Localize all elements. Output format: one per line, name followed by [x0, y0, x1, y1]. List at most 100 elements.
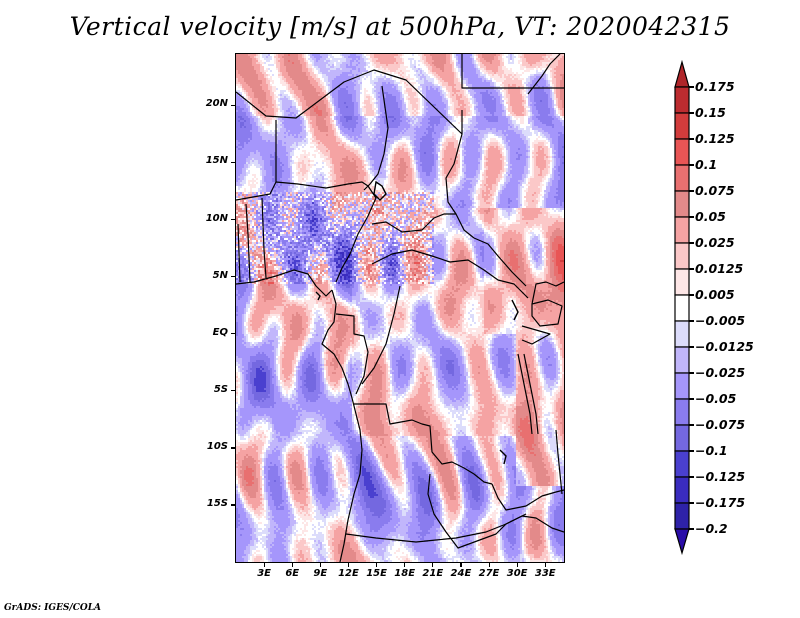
- x-tick-label: 33E: [534, 568, 556, 579]
- colorbar-level-label: 0.005: [695, 287, 735, 302]
- x-tick-label: 3E: [257, 568, 271, 579]
- x-tick-label: 15E: [366, 568, 387, 579]
- border-angola-zambia: [427, 473, 527, 549]
- x-tick-label: 30E: [506, 568, 528, 579]
- colorbar-tick: [689, 190, 694, 192]
- x-tick: [516, 562, 518, 567]
- border-car-drc: [371, 249, 529, 299]
- colorbar-level-label: 0.175: [695, 79, 735, 94]
- colorbar-box: [674, 294, 690, 322]
- colorbar-tick: [689, 294, 694, 296]
- border-congo-drc: [361, 285, 401, 385]
- x-tick-label: 18E: [394, 568, 416, 579]
- x-tick-label: 9E: [313, 568, 328, 579]
- y-tick: [231, 447, 236, 449]
- colorbar-tick: [689, 398, 694, 400]
- colorbar-extend-min: [674, 528, 690, 556]
- x-tick: [432, 562, 434, 567]
- border-mali-niger: [236, 120, 277, 201]
- x-tick: [404, 562, 406, 567]
- y-tick: [231, 219, 236, 221]
- colorbar-tick: [689, 112, 694, 114]
- x-tick: [460, 562, 462, 567]
- colorbar-level-label: −0.05: [695, 391, 737, 406]
- x-tick-label: 24E: [450, 568, 472, 579]
- border-rwanda-burundi: [521, 325, 551, 345]
- nile-ne: [527, 54, 561, 95]
- colorbar-tick: [689, 502, 694, 504]
- bioko-island: [315, 291, 321, 301]
- colorbar-extend-max: [674, 60, 690, 88]
- colorbar-tick: [689, 242, 694, 244]
- y-tick: [231, 161, 236, 164]
- border-angola-namibia: [345, 533, 467, 543]
- colorbar-tick: [689, 216, 694, 218]
- x-tick: [291, 562, 293, 567]
- colorbar-box: [674, 242, 690, 270]
- colorbar-level-label: −0.025: [695, 365, 746, 380]
- y-tick-label: 5N: [212, 269, 228, 281]
- colorbar-tick: [689, 372, 694, 374]
- colorbar-box: [674, 268, 690, 296]
- y-tick: [231, 333, 236, 335]
- y-tick-label: 10S: [206, 440, 228, 452]
- map-plot-area: [236, 54, 564, 562]
- colorbar-level-label: 0.05: [695, 209, 726, 224]
- coastline-west-africa: [236, 269, 333, 297]
- country-borders: [236, 54, 564, 562]
- colorbar-level-label: −0.005: [695, 313, 746, 328]
- lake-malawi: [555, 429, 563, 495]
- colorbar-tick: [689, 450, 694, 452]
- colorbar-level-label: −0.075: [695, 417, 746, 432]
- colorbar-box: [674, 190, 690, 218]
- colorbar-tick: [689, 138, 694, 140]
- x-tick-label: 27E: [478, 568, 500, 579]
- colorbar-tick: [689, 164, 694, 166]
- y-tick-label: 15S: [206, 497, 228, 509]
- colorbar-level-label: 0.075: [695, 183, 735, 198]
- border-gabon-congo: [335, 313, 369, 395]
- x-tick: [376, 562, 378, 567]
- colorbar-box: [674, 86, 690, 114]
- colorbar-tick: [689, 424, 694, 426]
- colorbar-box: [674, 346, 690, 374]
- y-tick-label: 5S: [213, 383, 228, 395]
- y-tick: [231, 390, 236, 392]
- lake-tanganyika: [517, 353, 539, 435]
- chart-title: Vertical velocity [m/s] at 500hPa, VT: 2…: [69, 12, 731, 41]
- colorbar-box: [674, 450, 690, 478]
- colorbar-level-label: −0.175: [695, 495, 746, 510]
- border-chad-sudan: [445, 133, 475, 239]
- grads-credit: GrADS: IGES/COLA: [4, 603, 102, 613]
- lake-albert: [511, 299, 519, 321]
- colorbar-box: [674, 424, 690, 452]
- border-algeria-niger: [236, 69, 463, 135]
- colorbar-level-label: 0.025: [695, 235, 735, 250]
- border-sudan-south: [473, 237, 527, 287]
- border-benin-togo: [237, 197, 267, 283]
- x-tick: [544, 562, 546, 567]
- colorbar-box: [674, 112, 690, 140]
- colorbar-tick: [689, 346, 694, 348]
- colorbar-level-label: 0.1: [695, 157, 718, 172]
- colorbar-box: [674, 476, 690, 504]
- colorbar-level-label: −0.1: [695, 443, 728, 458]
- border-chad-car: [371, 213, 456, 233]
- x-tick: [488, 562, 490, 567]
- lake-victoria: [531, 299, 563, 327]
- colorbar: [674, 60, 690, 556]
- colorbar-box: [674, 320, 690, 348]
- y-tick: [231, 276, 236, 278]
- lake-mweru: [499, 449, 507, 465]
- colorbar-level-label: −0.125: [695, 469, 746, 484]
- colorbar-tick: [689, 476, 694, 478]
- x-tick-label: 12E: [338, 568, 359, 579]
- colorbar-level-label: 0.125: [695, 131, 735, 146]
- border-zambia-east: [491, 483, 564, 511]
- colorbar-tick: [689, 86, 694, 88]
- colorbar-box: [674, 216, 690, 244]
- colorbar-tick: [689, 320, 694, 322]
- x-tick-label: 21E: [422, 568, 444, 579]
- y-tick-label: 10N: [205, 212, 228, 224]
- vertical-velocity-field: [236, 54, 564, 562]
